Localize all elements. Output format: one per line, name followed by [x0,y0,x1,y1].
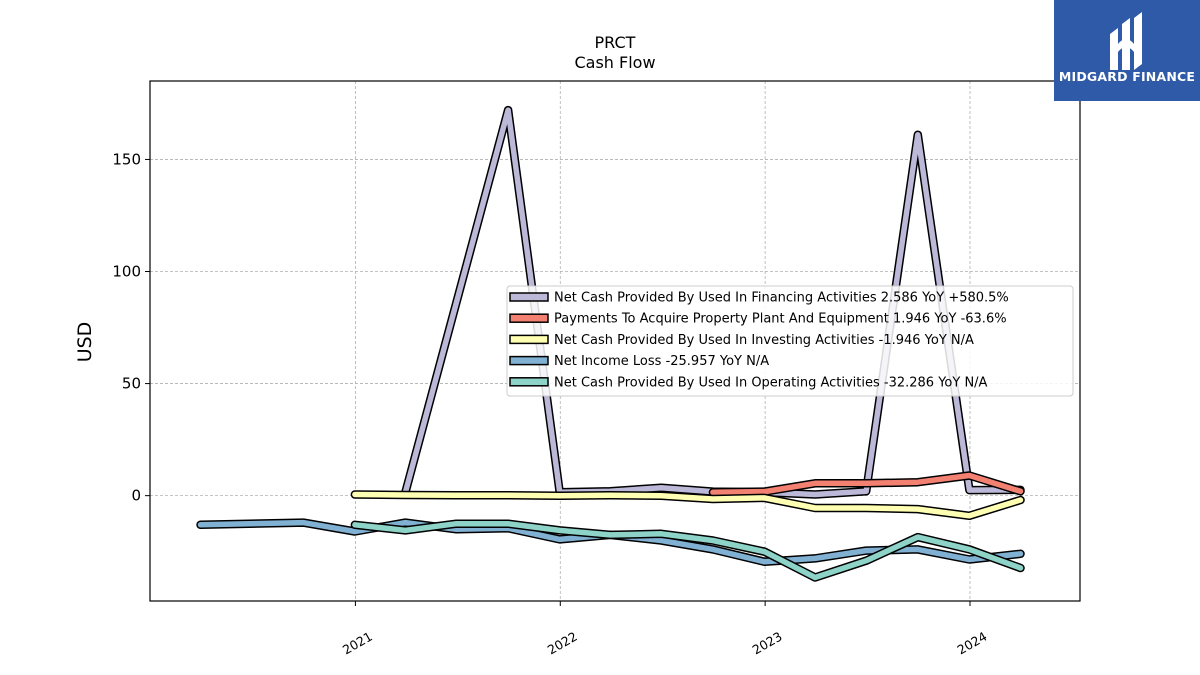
x-tick-label: 2022 [545,629,580,658]
legend-item: Net Cash Provided By Used In Operating A… [509,375,988,390]
legend-label: Net Cash Provided By Used In Operating A… [554,375,988,390]
legend-swatch [509,355,549,366]
chart-title: PRCT [595,33,636,52]
y-tick-label: 150 [112,150,141,168]
legend-swatch [509,292,549,302]
y-axis-ticks: 0 50 100 150 [112,150,150,505]
legend-box [506,285,1074,397]
legend-label: Net Cash Provided By Used In Investing A… [554,333,974,348]
brand-logo: MIDGARD FINANCE [1054,0,1200,101]
series-line [710,472,1024,496]
legend-item: Net Cash Provided By Used In Financing A… [509,291,1009,306]
legend: Net Cash Provided By Used In Financing A… [506,285,1074,397]
series-line [352,520,1024,581]
midgard-logo-icon [1110,12,1142,70]
series-layer [196,105,1025,582]
legend-item: Payments To Acquire Property Plant And E… [509,312,1007,327]
legend-swatch [509,377,549,387]
series-net-cash-provided-by-used-in-investing-activities [350,490,1025,521]
legend-label: Net Cash Provided By Used In Financing A… [554,291,1009,306]
y-tick-label: 100 [112,263,141,281]
x-axis-ticks: 2021 2022 2023 2024 [340,601,990,658]
chart-subtitle: Cash Flow [574,53,655,72]
series-net-cash-provided-by-used-in-operating-activities [350,519,1025,582]
legend-label: Net Income Loss -25.957 YoY N/A [554,354,769,369]
x-tick-label: 2024 [954,629,989,658]
y-axis-label: USD [74,322,96,363]
plot-frame [149,80,1081,602]
legend-swatch [509,334,549,345]
x-tick-label: 2021 [340,629,375,658]
legend-label: Payments To Acquire Property Plant And E… [554,312,1007,327]
series-line [352,491,1024,519]
y-tick-label: 0 [131,487,141,505]
legend-swatch [509,313,549,323]
brand-name: MIDGARD FINANCE [1058,69,1196,84]
series-payments-to-acquire-property-plant-and-equipment [708,471,1025,497]
x-tick-label: 2023 [750,629,785,658]
legend-item: Net Income Loss -25.957 YoY N/A [509,354,769,369]
legend-item: Net Cash Provided By Used In Investing A… [509,333,974,348]
y-tick-label: 50 [122,375,141,393]
